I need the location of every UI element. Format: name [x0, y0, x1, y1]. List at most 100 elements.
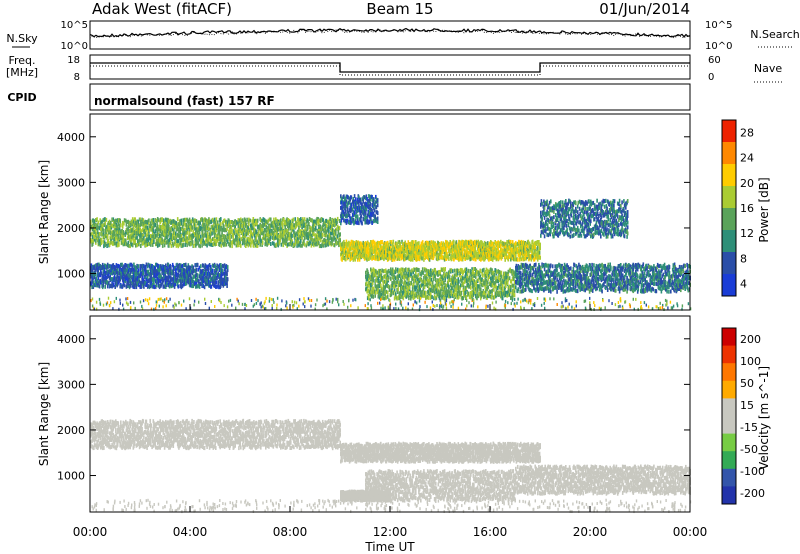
data-cell: [536, 257, 539, 262]
data-cell: [403, 249, 406, 254]
data-cell: [206, 235, 209, 240]
data-cell: [198, 265, 201, 270]
data-cell: [588, 214, 591, 219]
data-cell: [220, 281, 222, 286]
data-cell: [125, 238, 127, 243]
data-cell: [174, 266, 176, 270]
data-cell: [139, 217, 141, 222]
data-cell: [389, 250, 391, 255]
data-cell: [178, 222, 180, 227]
data-cell: [601, 231, 604, 236]
data-cell: [221, 230, 223, 235]
data-cell: [583, 231, 585, 236]
data-cell: [571, 234, 573, 239]
data-cell: [493, 242, 495, 247]
data-cell: [96, 279, 99, 284]
data-cell: [381, 254, 384, 259]
data-cell: [406, 247, 409, 252]
data-cell: [248, 217, 250, 222]
data-cell: [117, 263, 120, 268]
data-cell: [211, 237, 214, 242]
data-cell: [250, 240, 253, 245]
data-cell: [470, 242, 473, 247]
data-cell: [398, 257, 401, 261]
data-cell: [405, 256, 408, 261]
data-cell: [183, 268, 186, 273]
data-cell: [315, 226, 317, 230]
data-cell: [625, 205, 627, 210]
data-cell: [286, 237, 288, 242]
data-cell: [104, 217, 106, 222]
data-cell: [118, 231, 120, 236]
data-cell: [351, 239, 353, 244]
data-cell: [172, 243, 175, 248]
data-cell: [142, 278, 145, 283]
data-cell: [183, 277, 186, 282]
data-cell: [253, 243, 255, 248]
data-cell: [575, 221, 578, 226]
data-cell: [128, 234, 130, 239]
data-cell: [548, 213, 551, 218]
data-cell: [598, 214, 600, 218]
data-cell: [161, 241, 163, 245]
data-cell: [586, 217, 589, 222]
data-cell: [313, 241, 316, 246]
data-cell: [490, 253, 493, 258]
data-cell: [156, 243, 159, 248]
data-cell: [233, 231, 236, 236]
data-cell: [345, 250, 347, 254]
data-cell: [298, 225, 300, 230]
data-cell: [104, 221, 106, 226]
data-cell: [551, 232, 554, 237]
data-cell: [134, 240, 136, 245]
data-cell: [392, 239, 395, 244]
data-cell: [280, 218, 282, 223]
data-cell: [140, 284, 143, 289]
data-cell: [252, 226, 255, 230]
data-cell: [603, 213, 606, 218]
data-cell: [194, 233, 196, 238]
data-cell: [503, 255, 506, 259]
data-cell: [219, 267, 221, 272]
data-cell: [238, 223, 241, 228]
data-cell: [195, 278, 197, 283]
data-cell: [504, 247, 506, 252]
data-cell: [213, 236, 215, 241]
data-cell: [612, 226, 615, 231]
data-cell: [468, 255, 470, 260]
data-cell: [161, 280, 164, 285]
data-cell: [606, 206, 608, 211]
data-cell: [448, 256, 450, 261]
data-cell: [206, 243, 208, 248]
data-cell: [140, 231, 142, 236]
data-cell: [531, 239, 534, 244]
data-cell: [585, 221, 587, 226]
frequency-panel: Freq. [MHz] 18 8 60 0 Nave: [6, 54, 782, 83]
data-cell: [159, 220, 161, 224]
data-cell: [256, 243, 259, 248]
data-cell: [186, 239, 189, 244]
data-cell: [561, 204, 563, 209]
data-cell: [144, 232, 146, 237]
data-cell: [98, 284, 101, 289]
data-cell: [143, 229, 145, 234]
data-cell: [164, 265, 166, 270]
data-cell: [131, 217, 134, 222]
data-cell: [284, 225, 286, 230]
data-cell: [126, 243, 129, 248]
cpid-panel: CPID normalsound (fast) 157 RF: [7, 83, 691, 111]
data-cell: [612, 199, 615, 203]
data-cell: [208, 232, 211, 237]
data-cell: [324, 231, 326, 236]
data-cell: [585, 234, 587, 239]
data-cell: [118, 227, 121, 232]
data-cell: [213, 217, 216, 222]
data-cell: [320, 229, 323, 234]
data-cell: [113, 273, 116, 278]
data-cell: [168, 227, 170, 231]
data-cell: [560, 228, 563, 232]
data-cell: [550, 216, 553, 221]
data-cell: [125, 218, 127, 223]
data-cell: [336, 219, 338, 224]
data-cell: [109, 275, 111, 280]
